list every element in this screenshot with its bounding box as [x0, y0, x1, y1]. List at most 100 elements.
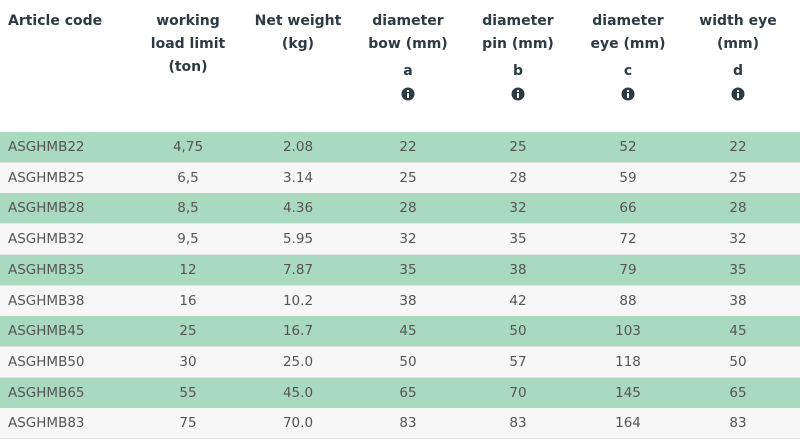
table-cell: 118 — [615, 353, 641, 370]
header-letter: d — [732, 63, 744, 79]
header-line: diameter — [372, 13, 444, 29]
table-cell: 75 — [179, 415, 197, 432]
table-cell: 83 — [509, 415, 527, 432]
table-cell: 164 — [615, 415, 641, 432]
table-cell: 66 — [619, 200, 637, 217]
table-cell: 16 — [179, 292, 197, 309]
table-cell: ASGHMB35 — [8, 261, 85, 278]
column-header: diameter eye (mm) c — [573, 10, 683, 101]
header-line: diameter — [482, 13, 554, 29]
table-row: ASGHMB32 9,5 5.95 32 35 72 32 — [0, 224, 800, 256]
header-line: width eye — [699, 13, 777, 29]
column-header: diameter pin (mm) b — [463, 10, 573, 101]
table-cell: 16.7 — [282, 323, 314, 340]
info-icon[interactable] — [621, 87, 635, 101]
table-cell: ASGHMB22 — [8, 139, 85, 155]
column-header: diameter bow (mm) a — [353, 10, 463, 101]
table-row: ASGHMB50 30 25.0 50 57 118 50 — [0, 346, 800, 378]
header-line: diameter — [592, 13, 664, 29]
table-cell: 35 — [509, 231, 527, 248]
table-cell: 65 — [399, 384, 417, 401]
table-cell: 4,75 — [172, 139, 204, 155]
header-line: Article code — [8, 13, 103, 29]
header-line: working — [156, 13, 220, 29]
table-cell: 25 — [509, 139, 527, 155]
table-cell: 88 — [619, 292, 637, 309]
table-cell: 25.0 — [282, 353, 314, 370]
header-line: Net weight — [254, 13, 342, 29]
header-line: load limit — [150, 36, 226, 52]
table-cell: 70 — [509, 384, 527, 401]
info-icon[interactable] — [511, 87, 525, 101]
header-line: bow (mm) — [368, 36, 448, 52]
table-cell: 28 — [509, 169, 527, 186]
table-cell: 45.0 — [282, 384, 314, 401]
table-cell: 4.36 — [282, 200, 314, 217]
table-cell: 9,5 — [177, 231, 199, 248]
table-cell: ASGHMB50 — [8, 353, 85, 370]
table-cell: 42 — [509, 292, 527, 309]
table-cell: 25 — [179, 323, 197, 340]
table-cell: 28 — [399, 200, 417, 217]
table-cell: 83 — [399, 415, 417, 432]
table-cell: 7.87 — [282, 261, 314, 278]
table-cell: 50 — [509, 323, 527, 340]
table-cell: 38 — [399, 292, 417, 309]
table-cell: 22 — [399, 139, 417, 155]
table-row: ASGHMB25 6,5 3.14 25 28 59 25 — [0, 162, 800, 194]
table-cell: 25 — [729, 169, 747, 186]
table-cell: 30 — [179, 353, 197, 370]
header-letter: b — [512, 63, 524, 79]
table-cell: 83 — [729, 415, 747, 432]
table-cell: 8,5 — [177, 200, 199, 217]
header-line: pin (mm) — [482, 36, 554, 52]
table-cell: 50 — [729, 353, 747, 370]
table-cell: 103 — [615, 323, 641, 340]
header-letter: c — [623, 63, 633, 79]
table-cell: 145 — [615, 384, 641, 401]
table-cell: 79 — [619, 261, 637, 278]
table-row: ASGHMB45 25 16.7 45 50 103 45 — [0, 316, 800, 348]
table-cell: 38 — [509, 261, 527, 278]
column-header: width eye (mm) d — [683, 10, 793, 101]
table-cell: 28 — [729, 200, 747, 217]
table-cell: ASGHMB32 — [8, 231, 85, 248]
table-cell: ASGHMB38 — [8, 292, 85, 309]
table-cell: 3.14 — [282, 169, 314, 186]
header-line: eye (mm) — [590, 36, 666, 52]
table-cell: 2.08 — [282, 139, 314, 155]
info-icon[interactable] — [731, 87, 745, 101]
column-header: Article code — [8, 10, 133, 33]
table-row: ASGHMB35 12 7.87 35 38 79 35 — [0, 254, 800, 286]
table-cell: 22 — [729, 139, 747, 155]
header-line: (kg) — [281, 36, 315, 52]
table-cell: 25 — [399, 169, 417, 186]
table-cell: ASGHMB25 — [8, 169, 85, 186]
table-row: ASGHMB83 75 70.0 83 83 164 83 — [0, 408, 800, 439]
table-cell: 32 — [399, 231, 417, 248]
info-icon[interactable] — [401, 87, 415, 101]
table-cell: ASGHMB45 — [8, 323, 85, 340]
header-line: (ton) — [168, 59, 208, 75]
table-cell: ASGHMB65 — [8, 384, 85, 401]
column-header: working load limit (ton) — [133, 10, 243, 79]
table-row: ASGHMB38 16 10.2 38 42 88 38 — [0, 285, 800, 317]
table-cell: 52 — [619, 139, 637, 155]
table-cell: ASGHMB83 — [8, 415, 85, 432]
table-cell: 45 — [399, 323, 417, 340]
table-cell: 12 — [179, 261, 197, 278]
table-cell: 45 — [729, 323, 747, 340]
table-cell: 55 — [179, 384, 197, 401]
table-row: ASGHMB65 55 45.0 65 70 145 65 — [0, 377, 800, 409]
column-header: Net weight (kg) — [243, 10, 353, 56]
table-cell: 59 — [619, 169, 637, 186]
header-letter: a — [403, 63, 413, 79]
table-cell: 50 — [399, 353, 417, 370]
table-cell: 38 — [729, 292, 747, 309]
table-cell: 10.2 — [282, 292, 314, 309]
table-cell: 32 — [509, 200, 527, 217]
table-cell: ASGHMB28 — [8, 200, 85, 217]
table-cell: 72 — [619, 231, 637, 248]
table-cell: 5.95 — [282, 231, 314, 248]
